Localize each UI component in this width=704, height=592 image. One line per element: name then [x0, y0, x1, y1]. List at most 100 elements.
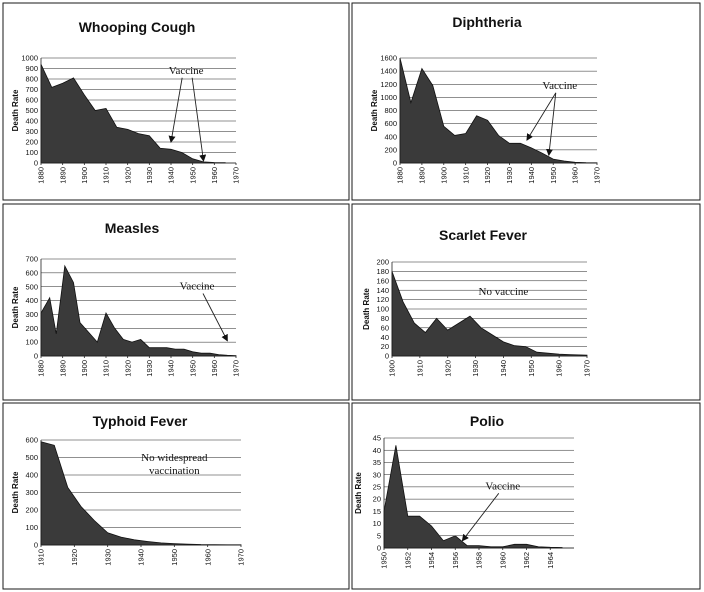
- whooping-cough-vaccine-arrow: [191, 77, 207, 162]
- typhoid-fever-y-axis-label: Death Rate: [11, 471, 20, 513]
- typhoid-fever-x-tick-label: 1970: [237, 549, 246, 566]
- diphtheria-x-tick-label: 1910: [461, 167, 470, 184]
- whooping-cough-y-tick-label: 900: [25, 64, 38, 73]
- whooping-cough-y-tick-label: 800: [25, 75, 38, 84]
- typhoid-fever-panel-border: [2, 402, 350, 590]
- diphtheria-panel-border: [351, 2, 701, 201]
- diphtheria-panel: Diphtheria Death Rate 0 200 400 600 800 1000 120…: [351, 2, 701, 201]
- polio-y-tick-label: 35: [373, 458, 381, 467]
- diphtheria-y-tick-label: 1600: [380, 54, 397, 63]
- whooping-cough-x-tick-label: 1880: [37, 167, 46, 184]
- scarlet-fever-y-tick-label: 40: [381, 333, 389, 342]
- measles-area-series: [40, 264, 237, 357]
- scarlet-fever-x-tick-label: 1970: [583, 360, 592, 377]
- measles-x-tick-label: 1920: [123, 360, 132, 377]
- measles-x-tick-label: 1940: [167, 360, 176, 377]
- measles-y-axis-label: Death Rate: [11, 286, 20, 328]
- measles-panel: Measles Death Rate 0 100 200 300 400 500 600 700 1…: [2, 203, 350, 401]
- measles-x-tick-label: 1910: [102, 360, 111, 377]
- polio-x-tick-label: 1950: [380, 552, 389, 569]
- whooping-cough-x-tick-label: 1920: [123, 167, 132, 184]
- polio-vaccine-arrow: [461, 493, 500, 542]
- measles-y-tick-label: 200: [25, 324, 38, 333]
- typhoid-fever-x-tick-label: 1950: [170, 549, 179, 566]
- diphtheria-x-tick-label: 1920: [483, 167, 492, 184]
- scarlet-fever-y-axis-label: Death Rate: [362, 288, 371, 330]
- typhoid-fever-x-tick-label: 1930: [103, 549, 112, 566]
- whooping-cough-x-tick-label: 1930: [145, 167, 154, 184]
- measles-x-tick-label: 1890: [58, 360, 67, 377]
- whooping-cough-y-tick-label: 0: [34, 159, 38, 168]
- diphtheria-vaccine-arrow: [526, 92, 557, 141]
- polio-panel: Polio Death Rate 0 5 10 15 20 25 30 35 40 45 1950 195…: [351, 402, 701, 590]
- typhoid-fever-y-tick-label: 100: [25, 523, 38, 532]
- typhoid-fever-x-tick-label: 1910: [37, 549, 46, 566]
- diphtheria-x-tick-label: 1950: [549, 167, 558, 184]
- scarlet-fever-y-tick-label: 120: [376, 295, 389, 304]
- polio-y-tick-label: 5: [377, 531, 381, 540]
- polio-x-tick-label: 1960: [498, 552, 507, 569]
- polio-y-axis-label: Death Rate: [354, 472, 363, 514]
- diphtheria-annotation-text: Vaccine: [542, 80, 577, 92]
- typhoid-fever-title: Typhoid Fever: [93, 413, 188, 429]
- diphtheria-y-tick-label: 400: [384, 132, 397, 141]
- scarlet-fever-title: Scarlet Fever: [439, 227, 527, 243]
- polio-panel-border: [351, 402, 701, 590]
- scarlet-fever-x-tick-label: 1910: [415, 360, 424, 377]
- measles-x-tick-label: 1970: [232, 360, 241, 377]
- diphtheria-y-axis-label: Death Rate: [370, 89, 379, 131]
- scarlet-fever-x-tick-label: 1960: [555, 360, 564, 377]
- scarlet-fever-y-tick-label: 140: [376, 286, 389, 295]
- whooping-cough-annotation-text: Vaccine: [169, 65, 204, 77]
- scarlet-fever-y-tick-label: 160: [376, 276, 389, 285]
- diphtheria-y-tick-label: 200: [384, 145, 397, 154]
- whooping-cough-y-tick-label: 300: [25, 127, 38, 136]
- whooping-cough-x-tick-label: 1890: [58, 167, 67, 184]
- scarlet-fever-x-tick-label: 1930: [471, 360, 480, 377]
- measles-annotation-text: Vaccine: [180, 280, 215, 292]
- scarlet-fever-x-tick-label: 1940: [499, 360, 508, 377]
- whooping-cough-y-tick-label: 1000: [21, 54, 38, 63]
- typhoid-fever-annotation-text: vaccination: [149, 465, 200, 477]
- scarlet-fever-x-tick-label: 1900: [388, 360, 397, 377]
- whooping-cough-y-tick-label: 700: [25, 85, 38, 94]
- whooping-cough-vaccine-arrow: [168, 77, 183, 143]
- polio-annotation-text: Vaccine: [485, 480, 520, 492]
- polio-x-tick-label: 1954: [427, 552, 436, 569]
- measles-x-tick-label: 1900: [80, 360, 89, 377]
- whooping-cough-x-tick-label: 1940: [167, 167, 176, 184]
- scarlet-fever-y-tick-label: 60: [381, 323, 389, 332]
- polio-y-tick-label: 45: [373, 434, 381, 443]
- polio-y-tick-label: 20: [373, 495, 381, 504]
- diphtheria-y-tick-label: 600: [384, 119, 397, 128]
- diphtheria-vaccine-arrow: [546, 92, 557, 157]
- diphtheria-y-tick-label: 800: [384, 106, 397, 115]
- whooping-cough-x-tick-label: 1960: [210, 167, 219, 184]
- diphtheria-x-tick-label: 1890: [417, 167, 426, 184]
- measles-x-tick-label: 1930: [145, 360, 154, 377]
- polio-y-tick-label: 10: [373, 519, 381, 528]
- whooping-cough-y-tick-label: 600: [25, 96, 38, 105]
- polio-title: Polio: [470, 413, 504, 429]
- typhoid-fever-y-tick-label: 0: [34, 541, 38, 550]
- polio-x-tick-label: 1964: [546, 552, 555, 569]
- diphtheria-x-tick-label: 1880: [396, 167, 405, 184]
- whooping-cough-x-tick-label: 1900: [80, 167, 89, 184]
- polio-y-tick-label: 15: [373, 507, 381, 516]
- scarlet-fever-x-tick-label: 1920: [443, 360, 452, 377]
- whooping-cough-x-tick-label: 1950: [188, 167, 197, 184]
- whooping-cough-y-tick-label: 100: [25, 148, 38, 157]
- typhoid-fever-y-tick-label: 300: [25, 488, 38, 497]
- whooping-cough-title: Whooping Cough: [79, 19, 196, 35]
- polio-y-tick-label: 25: [373, 482, 381, 491]
- measles-x-tick-label: 1950: [188, 360, 197, 377]
- diphtheria-y-tick-label: 0: [393, 159, 397, 168]
- typhoid-fever-x-tick-label: 1960: [203, 549, 212, 566]
- scarlet-fever-y-tick-label: 200: [376, 258, 389, 267]
- scarlet-fever-y-tick-label: 0: [385, 352, 389, 361]
- polio-y-tick-label: 30: [373, 470, 381, 479]
- polio-x-tick-label: 1962: [522, 552, 531, 569]
- scarlet-fever-panel-border: [351, 203, 701, 401]
- diphtheria-y-tick-label: 1200: [380, 80, 397, 89]
